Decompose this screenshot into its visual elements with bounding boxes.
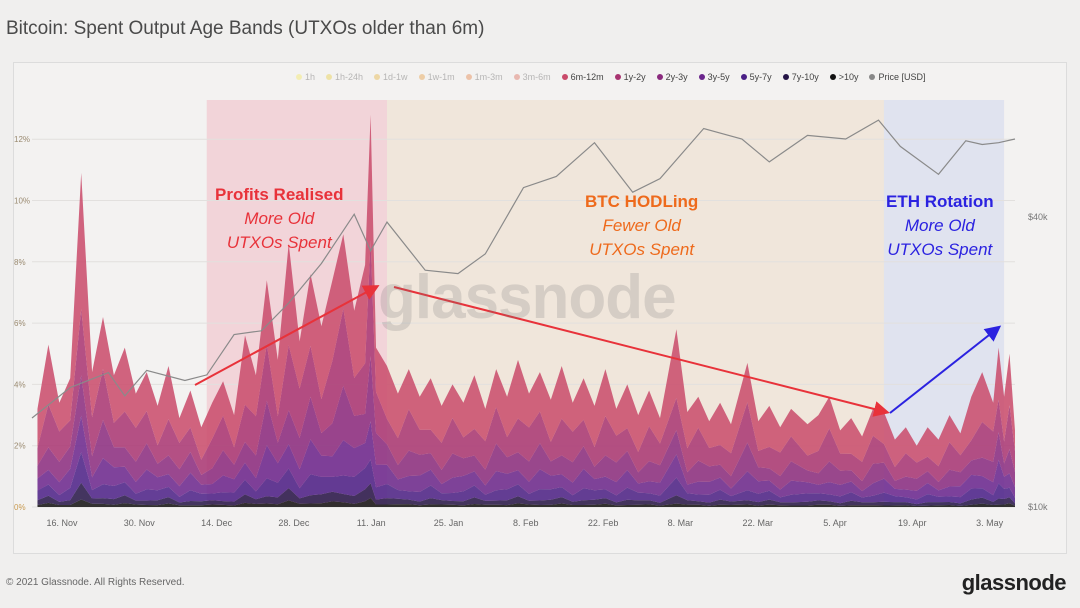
legend-label: 5y-7y: [749, 72, 772, 82]
legend-dot: [656, 74, 663, 80]
x-tick-label: 30. Nov: [124, 518, 156, 528]
legend-label: Price [USD]: [878, 72, 926, 82]
legend-label: 7y-10y: [791, 72, 819, 82]
legend-item[interactable]: >10y: [829, 72, 859, 82]
legend-dot: [418, 74, 425, 80]
copyright: © 2021 Glassnode. All Rights Reserved.: [6, 577, 185, 588]
legend-label: 1m-3m: [474, 72, 503, 82]
y-tick-label: 4%: [14, 380, 26, 389]
price-line: [31, 119, 1016, 419]
legend-dot: [614, 74, 621, 80]
annotation-profits: Profits Realised More Old UTXOs Spent: [215, 183, 344, 255]
legend-dot: [374, 74, 381, 80]
y-tick-label: 0%: [14, 503, 26, 512]
x-tick-label: 8. Feb: [513, 518, 539, 528]
arrows: [194, 285, 1002, 417]
legend: 1h 1h-24h 1d-1w 1w-1m 1m-3m 3m-6m 6m-12m 1y-2y 2…: [296, 72, 937, 82]
legend-dot: [782, 74, 789, 80]
annotation-line: UTXOs Spent: [589, 240, 695, 259]
legend-dot: [869, 74, 876, 80]
legend-dot: [513, 74, 520, 80]
y-tick-label: 6%: [14, 319, 26, 328]
y-tick-label: 2%: [14, 442, 26, 451]
legend-item[interactable]: 5y-7y: [740, 72, 772, 82]
area-band-5y-7y: [37, 452, 1015, 505]
legend-item[interactable]: 3m-6m: [513, 72, 551, 82]
x-tick-label: 28. Dec: [278, 518, 310, 528]
arrow-down-hodl: [393, 286, 890, 417]
legend-label: 3m-6m: [522, 72, 551, 82]
x-tick-label: 25. Jan: [434, 518, 464, 528]
annotation-line: UTXOs Spent: [887, 240, 993, 259]
area-band-2y-3y: [37, 356, 1015, 492]
x-tick-label: 19. Apr: [898, 518, 927, 528]
legend-label: 1w-1m: [427, 72, 455, 82]
area-band-6m-12m: [37, 114, 1015, 468]
legend-label: 1d-1w: [383, 72, 408, 82]
annotation-hodl: BTC HODLing Fewer Old UTXOs Spent: [585, 190, 698, 262]
legend-item[interactable]: 2y-3y: [656, 72, 688, 82]
area-band->10y: [37, 497, 1015, 507]
annotation-eth: ETH Rotation More Old UTXOs Spent: [886, 190, 994, 262]
legend-dot: [326, 74, 333, 80]
annotation-line: Fewer Old: [602, 216, 681, 235]
legend-dot: [296, 74, 302, 80]
annotation-heading: Profits Realised: [215, 185, 344, 204]
legend-item[interactable]: Price [USD]: [869, 72, 926, 82]
legend-dot: [740, 74, 747, 80]
y-axis-right: $10k $40k: [1028, 212, 1048, 512]
x-tick-label: 22. Mar: [742, 518, 773, 528]
x-tick-label: 22. Feb: [588, 518, 619, 528]
x-tick-label: 5. Apr: [823, 518, 847, 528]
y-tick-label: 12%: [14, 135, 30, 144]
legend-label: 6m-12m: [570, 72, 604, 82]
legend-item[interactable]: 1d-1w: [374, 72, 408, 82]
annotation-heading: BTC HODLing: [585, 192, 699, 211]
legend-item[interactable]: 1h: [296, 72, 315, 82]
x-tick-label: 14. Dec: [201, 518, 233, 528]
annotation-line: More Old: [904, 216, 975, 235]
area-band-7y-10y: [37, 482, 1015, 506]
legend-dot: [829, 74, 836, 80]
legend-dot: [465, 74, 472, 80]
legend-item[interactable]: 7y-10y: [782, 72, 819, 82]
annotation-line: UTXOs Spent: [226, 233, 332, 252]
chart-title: Bitcoin: Spent Output Age Bands (UTXOs o…: [6, 18, 485, 39]
y-axis-left: 0% 2% 4% 6% 8% 10% 12%: [14, 135, 30, 512]
legend-item[interactable]: 3y-5y: [698, 72, 730, 82]
area-band-1y-2y: [37, 240, 1015, 482]
area-band-3y-5y: [37, 415, 1015, 500]
y-right-tick-label: $40k: [1028, 212, 1048, 222]
x-tick-label: 16. Nov: [46, 518, 78, 528]
legend-item[interactable]: 1m-3m: [465, 72, 503, 82]
legend-label: 1h: [305, 72, 316, 82]
legend-dot: [698, 74, 705, 80]
legend-item[interactable]: 1w-1m: [418, 72, 455, 82]
legend-label: 1y-2y: [623, 72, 646, 82]
glassnode-logo: glassnode: [961, 570, 1067, 595]
annotation-heading: ETH Rotation: [886, 192, 994, 211]
x-tick-label: 8. Mar: [668, 518, 694, 528]
legend-item[interactable]: 6m-12m: [561, 72, 604, 82]
legend-dot: [561, 74, 568, 80]
y-right-tick-label: $10k: [1028, 502, 1048, 512]
price-line-group: [31, 119, 1016, 419]
legend-label: 3y-5y: [707, 72, 730, 82]
x-tick-label: 3. May: [976, 518, 1004, 528]
x-tick-label: 11. Jan: [357, 518, 386, 528]
legend-item[interactable]: 1y-2y: [614, 72, 646, 82]
arrow-up-profits: [194, 285, 380, 386]
legend-item[interactable]: 1h-24h: [326, 72, 363, 82]
legend-label: 1h-24h: [335, 72, 364, 82]
watermark: glassnode: [378, 263, 677, 332]
legend-label: >10y: [838, 72, 859, 82]
y-tick-label: 10%: [14, 197, 30, 206]
stacked-areas: [37, 114, 1015, 507]
legend-label: 2y-3y: [665, 72, 688, 82]
arrow-up-eth: [889, 325, 1002, 414]
x-axis: 16. Nov 30. Nov 14. Dec 28. Dec 11. Jan 25. J…: [46, 518, 1003, 528]
y-tick-label: 8%: [14, 258, 26, 267]
annotation-line: More Old: [244, 209, 315, 228]
